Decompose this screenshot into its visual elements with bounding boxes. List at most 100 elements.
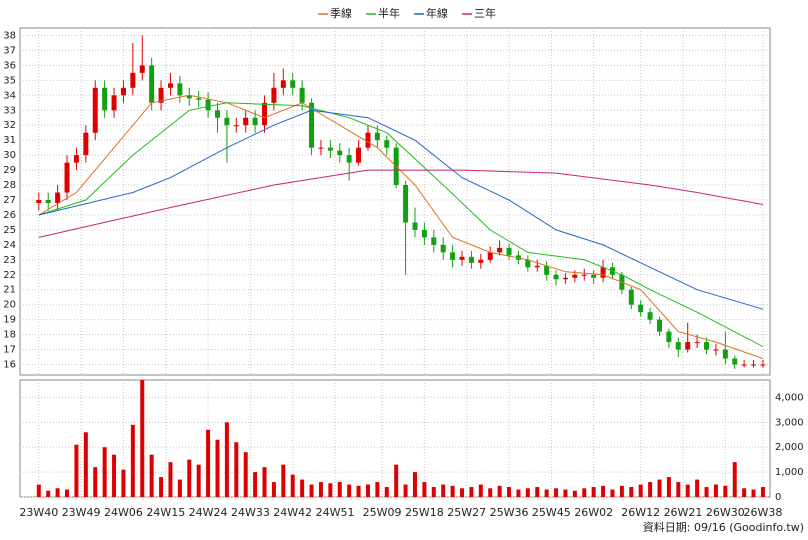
volume-bar — [46, 490, 51, 497]
price-panel — [19, 27, 771, 376]
candle-body — [525, 259, 531, 268]
volume-tick-label: 1,000 — [775, 467, 804, 478]
candle-body — [177, 83, 183, 96]
volume-bar — [177, 479, 182, 497]
legend-label: 三年 — [474, 6, 496, 20]
candle-body — [337, 150, 343, 156]
volume-bar — [478, 484, 483, 497]
volume-bar — [723, 485, 728, 497]
x-tick-label: 24W42 — [273, 506, 312, 519]
candle-body — [243, 117, 249, 126]
y-tick-label: 22 — [3, 270, 16, 281]
x-tick-label: 26W02 — [574, 506, 613, 519]
volume-bar — [638, 484, 643, 497]
volume-bar — [422, 482, 427, 497]
y-tick-label: 32 — [3, 120, 16, 131]
y-tick-label: 21 — [3, 285, 16, 296]
candle-body — [158, 87, 164, 103]
candle-body — [591, 274, 597, 278]
candle-body — [534, 265, 540, 268]
candle-body — [45, 200, 51, 203]
volume-bar — [243, 452, 248, 497]
candle-body — [36, 200, 42, 203]
candle-body — [544, 265, 550, 275]
candle-body — [694, 342, 700, 344]
volume-bar — [196, 464, 201, 497]
volume-bar — [140, 380, 145, 497]
candle-body — [713, 349, 719, 351]
candle-body — [440, 244, 446, 253]
volume-bar — [300, 479, 305, 497]
y-tick-label: 24 — [3, 240, 16, 251]
volume-bar — [206, 429, 211, 497]
volume-bar — [450, 485, 455, 497]
candle-body — [450, 252, 456, 260]
candle-body — [638, 304, 644, 313]
y-tick-label: 23 — [3, 255, 16, 266]
candle-body — [412, 222, 418, 230]
candle-body — [252, 117, 258, 126]
candle-body — [309, 102, 315, 148]
volume-bar — [102, 447, 107, 497]
volume-bar — [159, 477, 164, 497]
legend-label: 半年 — [378, 6, 400, 20]
volume-bar — [469, 487, 474, 497]
candle-body — [262, 102, 268, 126]
candle-body — [384, 140, 390, 148]
y-tick-label: 28 — [3, 180, 16, 191]
volume-bar — [121, 469, 126, 497]
candle-body — [374, 132, 380, 141]
candle-body — [280, 80, 286, 88]
candle-body — [111, 95, 117, 111]
volume-bar — [130, 424, 135, 497]
volume-bar — [93, 467, 98, 497]
candle-body — [318, 147, 324, 149]
candle-body — [365, 132, 371, 148]
candle-body — [685, 342, 691, 350]
volume-bar — [544, 489, 549, 497]
y-tick-label: 34 — [3, 90, 16, 101]
candle-body — [751, 364, 757, 366]
volume-bar — [695, 479, 700, 497]
volume-bar — [375, 482, 380, 497]
y-tick-label: 29 — [3, 165, 16, 176]
candle-body — [196, 98, 202, 100]
volume-bar — [619, 485, 624, 497]
candle-body — [675, 342, 681, 350]
x-tick-label: 26W38 — [744, 506, 783, 519]
candle-body — [130, 72, 136, 88]
volume-bar — [83, 432, 88, 497]
x-tick-label: 24W51 — [316, 506, 355, 519]
legend-label: 年線 — [426, 6, 448, 20]
candle-body — [92, 87, 98, 133]
candle-body — [356, 147, 362, 163]
x-tick-label: 24W15 — [146, 506, 185, 519]
volume-bar — [460, 488, 465, 497]
volume-bar — [36, 484, 41, 497]
volume-bar — [337, 482, 342, 497]
candle-body — [656, 319, 662, 332]
volume-bar — [290, 474, 295, 497]
data-date-note: 資料日期: 09/16 (Goodinfo.tw) — [643, 520, 804, 534]
volume-bar — [601, 485, 606, 497]
y-tick-label: 26 — [3, 210, 16, 221]
volume-bar — [629, 487, 634, 497]
volume-bar — [318, 482, 323, 497]
volume-bar — [394, 464, 399, 497]
y-tick-label: 30 — [3, 150, 16, 161]
candle-body — [224, 117, 230, 126]
candle-body — [704, 342, 710, 350]
candle-body — [421, 229, 427, 238]
volume-tick-label: 0 — [775, 492, 781, 503]
volume-bar — [403, 484, 408, 497]
volume-bar — [685, 484, 690, 497]
candle-body — [487, 252, 493, 260]
volume-bar — [149, 454, 154, 497]
candle-body — [628, 289, 634, 305]
volume-bar — [535, 487, 540, 497]
candle-body — [403, 185, 409, 223]
candle-body — [732, 358, 738, 365]
candle-body — [666, 331, 672, 343]
volume-bar — [347, 484, 352, 497]
candle-body — [459, 256, 465, 260]
